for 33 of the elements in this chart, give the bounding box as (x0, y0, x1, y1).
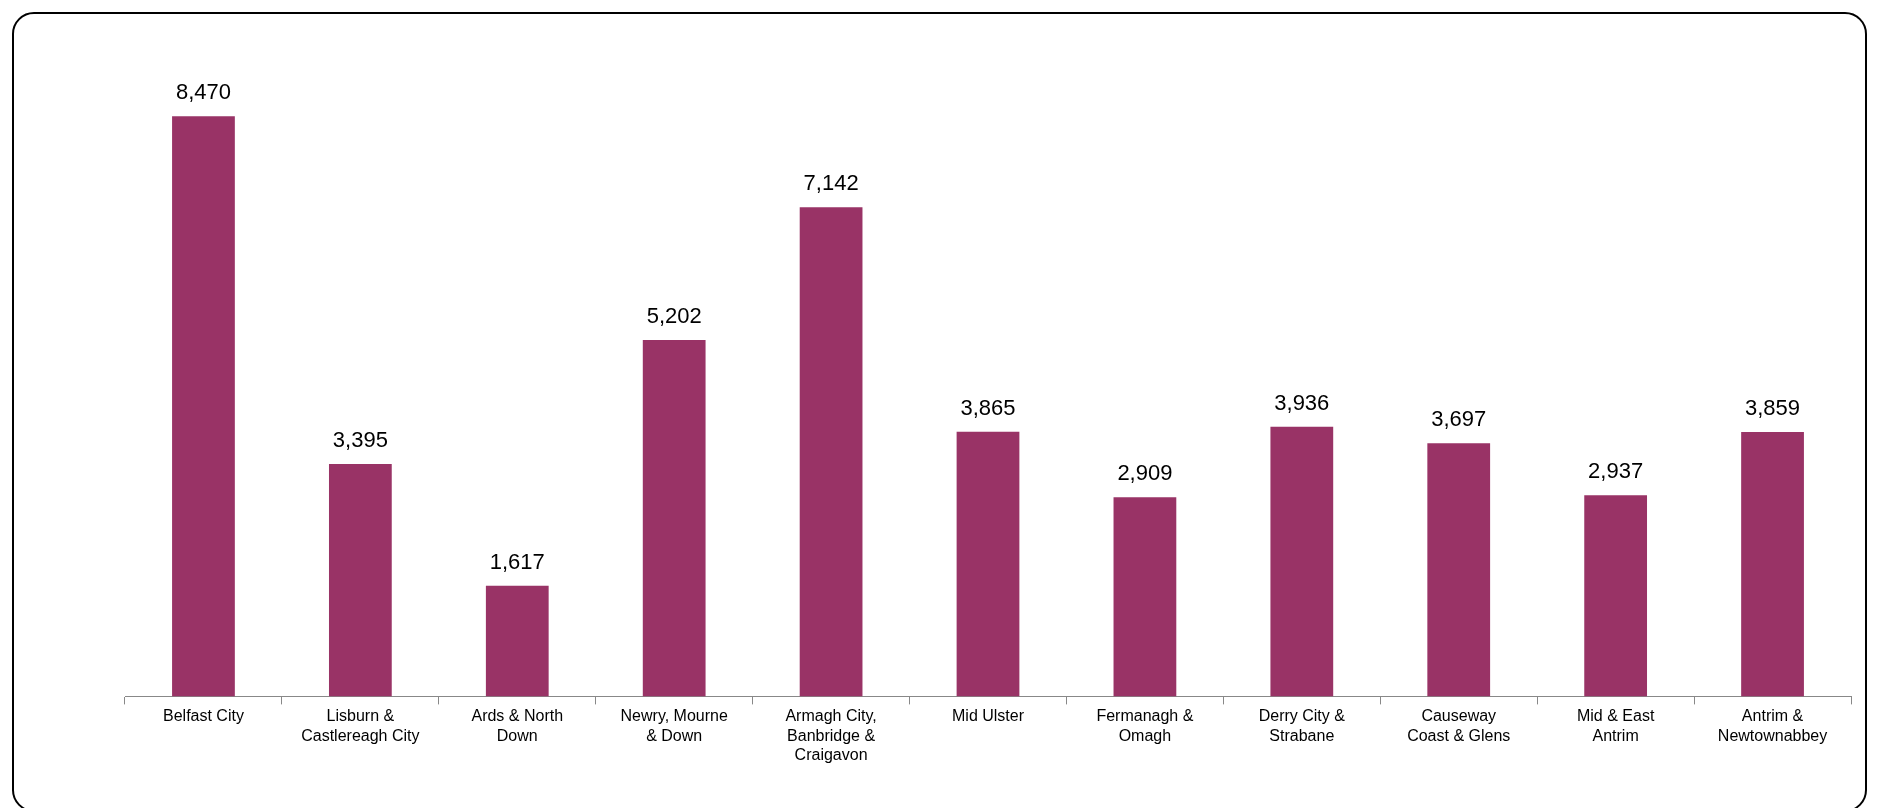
x-tick-label: Antrim & Newtownabbey (1717, 707, 1828, 744)
x-tick-label: Ards & North Down (471, 707, 564, 744)
data-label: 7,142 (803, 170, 859, 196)
data-label: 2,937 (1588, 458, 1644, 484)
bar (485, 585, 549, 697)
x-tick-label: Mid Ulster (951, 707, 1025, 725)
bar (1270, 426, 1334, 697)
bar (642, 340, 706, 697)
data-label: 8,470 (175, 79, 231, 105)
bar (799, 207, 863, 697)
data-label: 5,202 (646, 303, 702, 329)
bar (1113, 497, 1177, 697)
bar (1741, 432, 1804, 697)
data-label: 3,865 (960, 394, 1016, 420)
x-tick-label: Mid & East Antrim (1576, 707, 1655, 744)
bar (1584, 495, 1648, 697)
data-label: 3,697 (1431, 406, 1487, 432)
bar (172, 116, 235, 697)
x-tick-label: Armagh City, Banbridge & Craigavon (785, 707, 877, 763)
x-tick-label: Causeway Coast & Glens (1407, 707, 1511, 744)
x-tick-label: Lisburn & Castlereagh City (301, 707, 420, 744)
bar (328, 463, 392, 697)
x-tick-label: Fermanagh & Omagh (1096, 707, 1194, 744)
x-tick-label: Belfast City (162, 707, 244, 725)
x-tick-label: Newry, Mourne & Down (620, 707, 728, 744)
data-label: 3,859 (1745, 395, 1801, 421)
bar (956, 431, 1020, 697)
data-label: 3,936 (1274, 389, 1330, 415)
bar (1427, 443, 1491, 697)
data-label: 3,395 (332, 426, 388, 452)
data-label: 1,617 (489, 548, 545, 574)
x-tick-label: Derry City & Strabane (1258, 707, 1346, 744)
data-label: 2,909 (1117, 460, 1173, 486)
